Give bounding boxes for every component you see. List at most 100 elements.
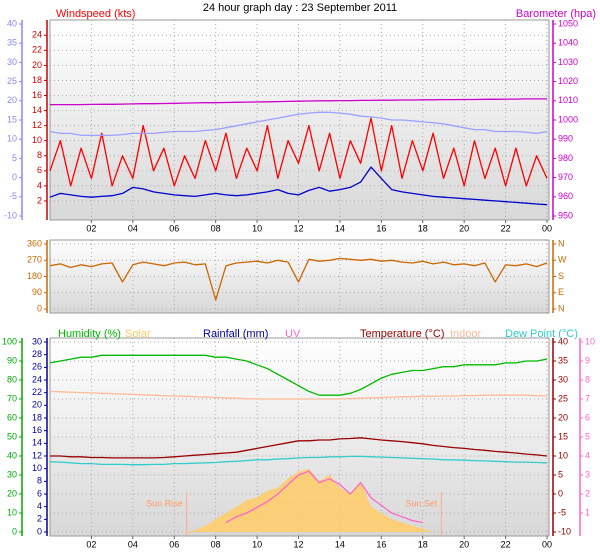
- x-tick-label: 22: [501, 539, 511, 549]
- series-line: [49, 455, 548, 466]
- legend-label: UV: [285, 328, 301, 340]
- x-tick-label: 14: [335, 223, 345, 233]
- y-tick-label: 5: [12, 153, 17, 163]
- y-tick-label: 10: [7, 134, 17, 144]
- x-tick-label: 04: [128, 223, 138, 233]
- y-tick-label: 25: [558, 393, 568, 403]
- y-tick-label: 22: [32, 387, 42, 397]
- y-tick-label: 30: [7, 469, 17, 479]
- series-line: [50, 98, 547, 106]
- y-tick-label: 1000: [558, 114, 578, 124]
- y-tick-label: 80: [7, 374, 17, 384]
- x-tick-label: 02: [86, 539, 96, 549]
- y-tick-label: 60: [7, 412, 17, 422]
- y-tick-label: 40: [7, 18, 17, 28]
- y-tick-label: 1020: [558, 76, 578, 86]
- legend-label: Windspeed (kts): [56, 8, 135, 20]
- x-tick-label: 20: [459, 223, 469, 233]
- y-tick-label: 20: [32, 60, 42, 70]
- annotation-label: Sun Set: [405, 498, 438, 508]
- y-tick-label: 90: [7, 355, 17, 365]
- x-tick-label: 12: [293, 539, 303, 549]
- y-tick-label: E: [558, 287, 564, 297]
- y-tick-label: 12: [32, 450, 42, 460]
- y-tick-label: 18: [32, 75, 42, 85]
- series-line: [225, 470, 423, 524]
- y-tick-label: 2: [37, 514, 42, 524]
- y-tick-label: 20: [7, 95, 17, 105]
- y-tick-label: 9: [585, 355, 590, 365]
- y-tick-label: 5: [558, 469, 563, 479]
- y-tick-label: 0: [12, 172, 17, 182]
- series-line: [50, 437, 548, 459]
- y-tick-label: 6: [585, 412, 590, 422]
- y-tick-label: 10: [32, 463, 42, 473]
- y-tick-label: 15: [558, 431, 568, 441]
- y-tick-label: 4: [37, 180, 42, 190]
- y-tick-label: 950: [558, 210, 573, 220]
- y-tick-label: 10: [7, 507, 17, 517]
- y-tick-label: -10: [558, 526, 571, 536]
- y-tick-label: -5: [9, 191, 17, 201]
- x-tick-label: 10: [252, 223, 262, 233]
- y-tick-label: 960: [558, 191, 573, 201]
- series-line: [49, 117, 548, 187]
- y-tick-label: 0: [558, 488, 563, 498]
- y-tick-label: 1010: [558, 95, 578, 105]
- y-tick-label: -10: [4, 210, 17, 220]
- y-tick-label: 14: [32, 105, 42, 115]
- y-tick-label: S: [558, 271, 564, 281]
- x-tick-label: 06: [169, 223, 179, 233]
- chart-title: 24 hour graph day : 23 September 2011: [203, 2, 397, 14]
- y-tick-label: 16: [32, 425, 42, 435]
- x-tick-label: 18: [418, 539, 428, 549]
- y-tick-label: 50: [7, 431, 17, 441]
- y-tick-label: 6: [37, 488, 42, 498]
- y-tick-label: W: [558, 255, 567, 265]
- legend-label: Dew Point (°C): [505, 328, 578, 340]
- y-tick-label: 180: [27, 271, 42, 281]
- y-tick-label: 970: [558, 172, 573, 182]
- series-line: [49, 111, 548, 137]
- legend-label: Indoor: [450, 328, 482, 340]
- y-tick-label: 20: [558, 412, 568, 422]
- x-tick-label: 00: [542, 223, 552, 233]
- y-tick-label: 15: [7, 114, 17, 124]
- x-tick-label: 10: [252, 539, 262, 549]
- y-tick-label: 24: [32, 30, 42, 40]
- y-tick-label: 26: [32, 362, 42, 372]
- y-tick-label: 4: [37, 501, 42, 511]
- y-tick-label: 10: [558, 450, 568, 460]
- y-tick-label: 25: [7, 76, 17, 86]
- legend-label: Temperature (°C): [360, 328, 444, 340]
- y-tick-label: 35: [7, 38, 17, 48]
- y-tick-label: 360: [27, 238, 42, 248]
- y-tick-label: -5: [558, 507, 566, 517]
- y-tick-label: 90: [32, 287, 42, 297]
- series-line: [49, 354, 548, 396]
- y-tick-label: 1040: [558, 38, 578, 48]
- y-tick-label: 2: [37, 195, 42, 205]
- y-tick-label: 12: [32, 120, 42, 130]
- x-tick-label: 06: [169, 539, 179, 549]
- y-tick-label: 8: [37, 476, 42, 486]
- y-tick-label: 30: [558, 374, 568, 384]
- y-tick-label: 30: [32, 336, 42, 346]
- legend-label: Humidity (%): [58, 328, 121, 340]
- y-tick-label: N: [558, 238, 565, 248]
- legend-label: Barometer (hpa): [516, 8, 596, 20]
- y-tick-label: 24: [32, 374, 42, 384]
- y-tick-label: 4: [585, 450, 590, 460]
- x-tick-label: 00: [542, 539, 552, 549]
- y-tick-label: 20: [7, 488, 17, 498]
- y-tick-label: 70: [7, 393, 17, 403]
- y-tick-label: 990: [558, 134, 573, 144]
- annotation-label: Sun Rise: [146, 498, 183, 508]
- x-tick-label: 08: [211, 539, 221, 549]
- y-tick-label: 22: [32, 45, 42, 55]
- y-tick-label: 1050: [558, 18, 578, 28]
- legend-label: Rainfall (mm): [203, 328, 268, 340]
- y-tick-label: 14: [32, 438, 42, 448]
- series-line: [49, 257, 548, 301]
